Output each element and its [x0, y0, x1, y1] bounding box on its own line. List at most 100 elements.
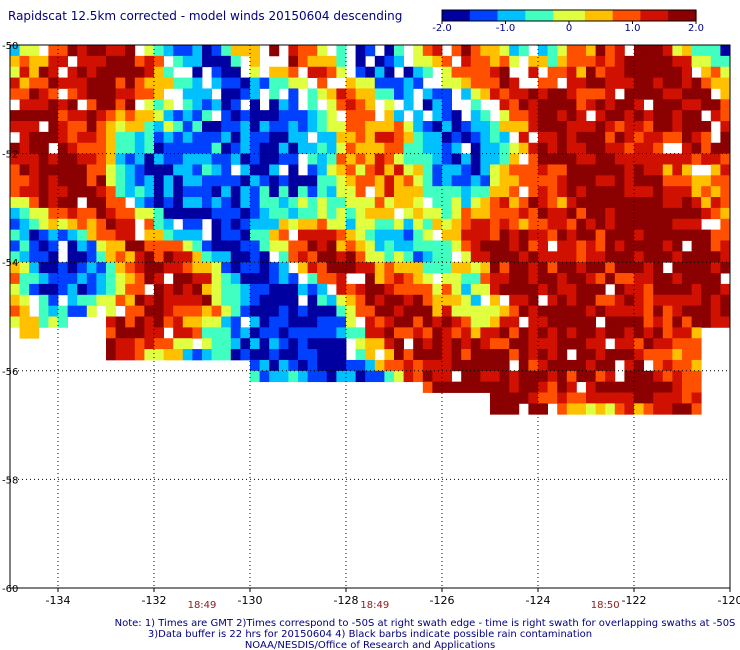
heatmap-cell — [134, 327, 145, 339]
heatmap-cell — [384, 45, 395, 57]
heatmap-cell — [317, 262, 328, 274]
heatmap-cell — [614, 197, 625, 209]
heatmap-cell — [106, 131, 116, 144]
heatmap-cell — [250, 110, 260, 122]
heatmap-cell — [336, 338, 347, 350]
heatmap-cell — [586, 262, 596, 274]
heatmap-cell — [605, 370, 616, 383]
heatmap-cell — [38, 218, 49, 231]
heatmap-cell — [250, 207, 260, 220]
heatmap-cell — [528, 186, 539, 198]
heatmap-cell — [461, 55, 472, 68]
heatmap-cell — [480, 218, 491, 231]
heatmap-cell — [307, 251, 318, 263]
heatmap-cell — [682, 164, 692, 176]
colorbar-swatch — [489, 10, 495, 21]
heatmap-cell — [451, 229, 462, 241]
heatmap-cell — [374, 207, 385, 220]
heatmap-cell — [211, 131, 222, 144]
heatmap-cell — [240, 294, 251, 307]
heatmap-cell — [384, 142, 395, 154]
heatmap-cell — [115, 99, 126, 111]
heatmap-cell — [557, 164, 568, 176]
heatmap-cell — [461, 153, 472, 165]
colorbar-swatch — [442, 10, 447, 21]
heatmap-cell — [58, 99, 68, 111]
heatmap-cell — [326, 66, 337, 78]
heatmap-cell — [662, 359, 673, 372]
heatmap-cell — [182, 197, 193, 209]
heatmap-cell — [653, 338, 664, 350]
heatmap-cell — [221, 349, 232, 361]
heatmap-cell — [278, 370, 289, 383]
heatmap-cell — [288, 153, 299, 165]
heatmap-cell — [173, 186, 184, 198]
heatmap-cell — [662, 110, 673, 122]
heatmap-cell — [221, 175, 232, 187]
heatmap-cell — [432, 153, 443, 165]
heatmap-cell — [720, 316, 731, 328]
heatmap-cell — [634, 251, 644, 263]
heatmap-cell — [672, 153, 683, 165]
heatmap-cell — [499, 316, 510, 328]
heatmap-cell — [614, 251, 625, 263]
heatmap-cell — [67, 45, 78, 57]
heatmap-cell — [48, 294, 59, 307]
heatmap-cell — [259, 294, 270, 307]
heatmap-cell — [355, 131, 366, 144]
heatmap-cell — [451, 197, 462, 209]
heatmap-cell — [586, 77, 596, 89]
heatmap-cell — [173, 273, 184, 285]
heatmap-cell — [29, 121, 40, 133]
heatmap-cell — [461, 294, 472, 307]
heatmap-cell — [48, 131, 59, 144]
heatmap-cell — [682, 55, 692, 68]
heatmap-cell — [106, 240, 116, 252]
heatmap-cell — [336, 131, 347, 144]
heatmap-cell — [115, 88, 126, 100]
heatmap-cell — [58, 316, 68, 328]
heatmap-cell — [470, 381, 481, 393]
heatmap-cell — [557, 251, 568, 263]
heatmap-cell — [422, 88, 433, 100]
heatmap-cell — [451, 218, 462, 231]
heatmap-cell — [413, 121, 424, 133]
heatmap-cell — [346, 240, 356, 252]
heatmap-cell — [259, 229, 270, 241]
heatmap-cell — [125, 349, 136, 361]
heatmap-cell — [250, 175, 260, 187]
heatmap-cell — [326, 55, 337, 68]
heatmap-cell — [576, 218, 587, 231]
heatmap-cell — [710, 110, 721, 122]
heatmap-cell — [317, 240, 328, 252]
colorbar-swatch — [553, 10, 558, 21]
heatmap-cell — [451, 77, 462, 89]
heatmap-cell — [624, 153, 635, 165]
heatmap-cell — [182, 186, 193, 198]
heatmap-cell — [346, 142, 356, 154]
heatmap-cell — [221, 153, 232, 165]
heatmap-cell — [211, 197, 222, 209]
heatmap-cell — [192, 349, 203, 361]
heatmap-cell — [499, 229, 510, 241]
heatmap-cell — [19, 121, 30, 133]
colorbar-swatch — [628, 10, 634, 21]
heatmap-cell — [317, 251, 328, 263]
heatmap-cell — [586, 316, 596, 328]
heatmap-cell — [67, 240, 78, 252]
heatmap-cell — [384, 99, 395, 111]
heatmap-cell — [106, 55, 116, 68]
heatmap-cell — [576, 175, 587, 187]
heatmap-cell — [230, 99, 241, 111]
heatmap-cell — [317, 77, 328, 89]
heatmap-cell — [67, 175, 78, 187]
heatmap-cell — [413, 77, 424, 89]
heatmap-cell — [634, 99, 644, 111]
heatmap-cell — [499, 392, 510, 404]
heatmap-cell — [662, 273, 673, 285]
heatmap-cell — [355, 77, 366, 89]
heatmap-cell — [365, 229, 376, 241]
heatmap-cell — [336, 349, 347, 361]
heatmap-cell — [470, 283, 481, 296]
heatmap-cell — [451, 283, 462, 296]
